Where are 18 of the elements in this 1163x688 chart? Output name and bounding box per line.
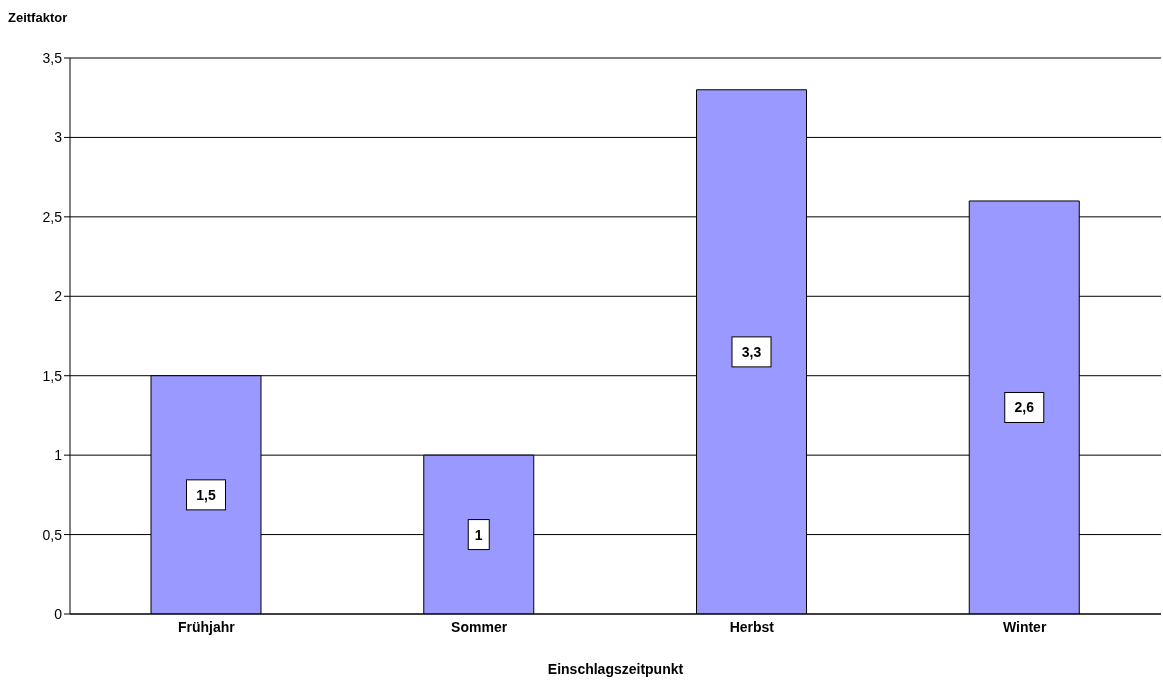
y-tick-label: 1,5 xyxy=(42,367,63,384)
data-label: 3,3 xyxy=(741,343,762,360)
y-tick-label: 2 xyxy=(54,288,63,305)
y-tick-label: 3,5 xyxy=(42,49,63,66)
y-tick-label: 2,5 xyxy=(42,208,63,225)
x-tick-label: Winter xyxy=(1002,618,1047,635)
y-tick-label: 0,5 xyxy=(42,526,63,543)
data-label: 2,6 xyxy=(1014,399,1035,416)
y-tick-label: 0 xyxy=(54,605,63,622)
data-label: 1 xyxy=(474,526,483,543)
y-tick-label: 3 xyxy=(54,129,63,146)
x-axis-title: Einschlagszeitpunkt xyxy=(547,661,684,677)
data-label: 1,5 xyxy=(196,486,216,503)
x-tick-label: Frühjahr xyxy=(177,618,236,635)
x-tick-label: Herbst xyxy=(729,618,775,635)
x-tick-label: Sommer xyxy=(451,618,508,635)
y-tick-label: 1 xyxy=(54,447,63,464)
y-axis-title: Zeitfaktor xyxy=(8,10,68,25)
